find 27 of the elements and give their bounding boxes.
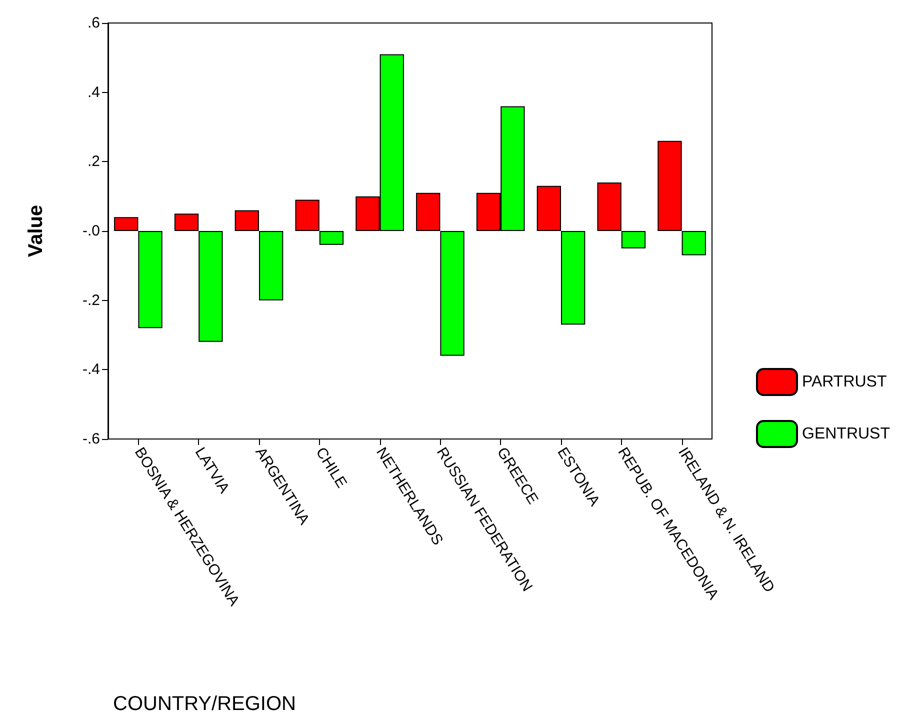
y-tick-label: -.0: [82, 222, 100, 240]
y-axis-title: Value: [25, 204, 47, 258]
y-tick-label: .4: [87, 84, 100, 101]
bar: [259, 231, 284, 300]
bar: [561, 231, 586, 325]
bar: [114, 217, 138, 231]
legend-label: GENTRUST: [802, 426, 890, 442]
y-tick-label: -.6: [82, 430, 100, 448]
bar: [597, 182, 622, 231]
bar: [682, 231, 706, 256]
bar: [234, 210, 259, 231]
y-tick-label: -.4: [82, 361, 100, 378]
bar: [416, 192, 440, 231]
bar: [295, 200, 320, 231]
bar: [621, 231, 646, 248]
bar: [536, 186, 561, 231]
bar: [319, 231, 344, 245]
bar: [440, 231, 464, 356]
bar: [138, 231, 162, 328]
y-tick-label: .2: [87, 153, 100, 170]
y-tick-label: -.2: [82, 292, 100, 309]
bar: [198, 231, 223, 342]
bar: [658, 140, 682, 231]
bar: [174, 214, 199, 231]
x-axis-title: COUNTRY/REGION: [113, 693, 296, 715]
legend-label: PARTRUST: [802, 374, 887, 390]
y-tick-label: .6: [87, 14, 100, 32]
